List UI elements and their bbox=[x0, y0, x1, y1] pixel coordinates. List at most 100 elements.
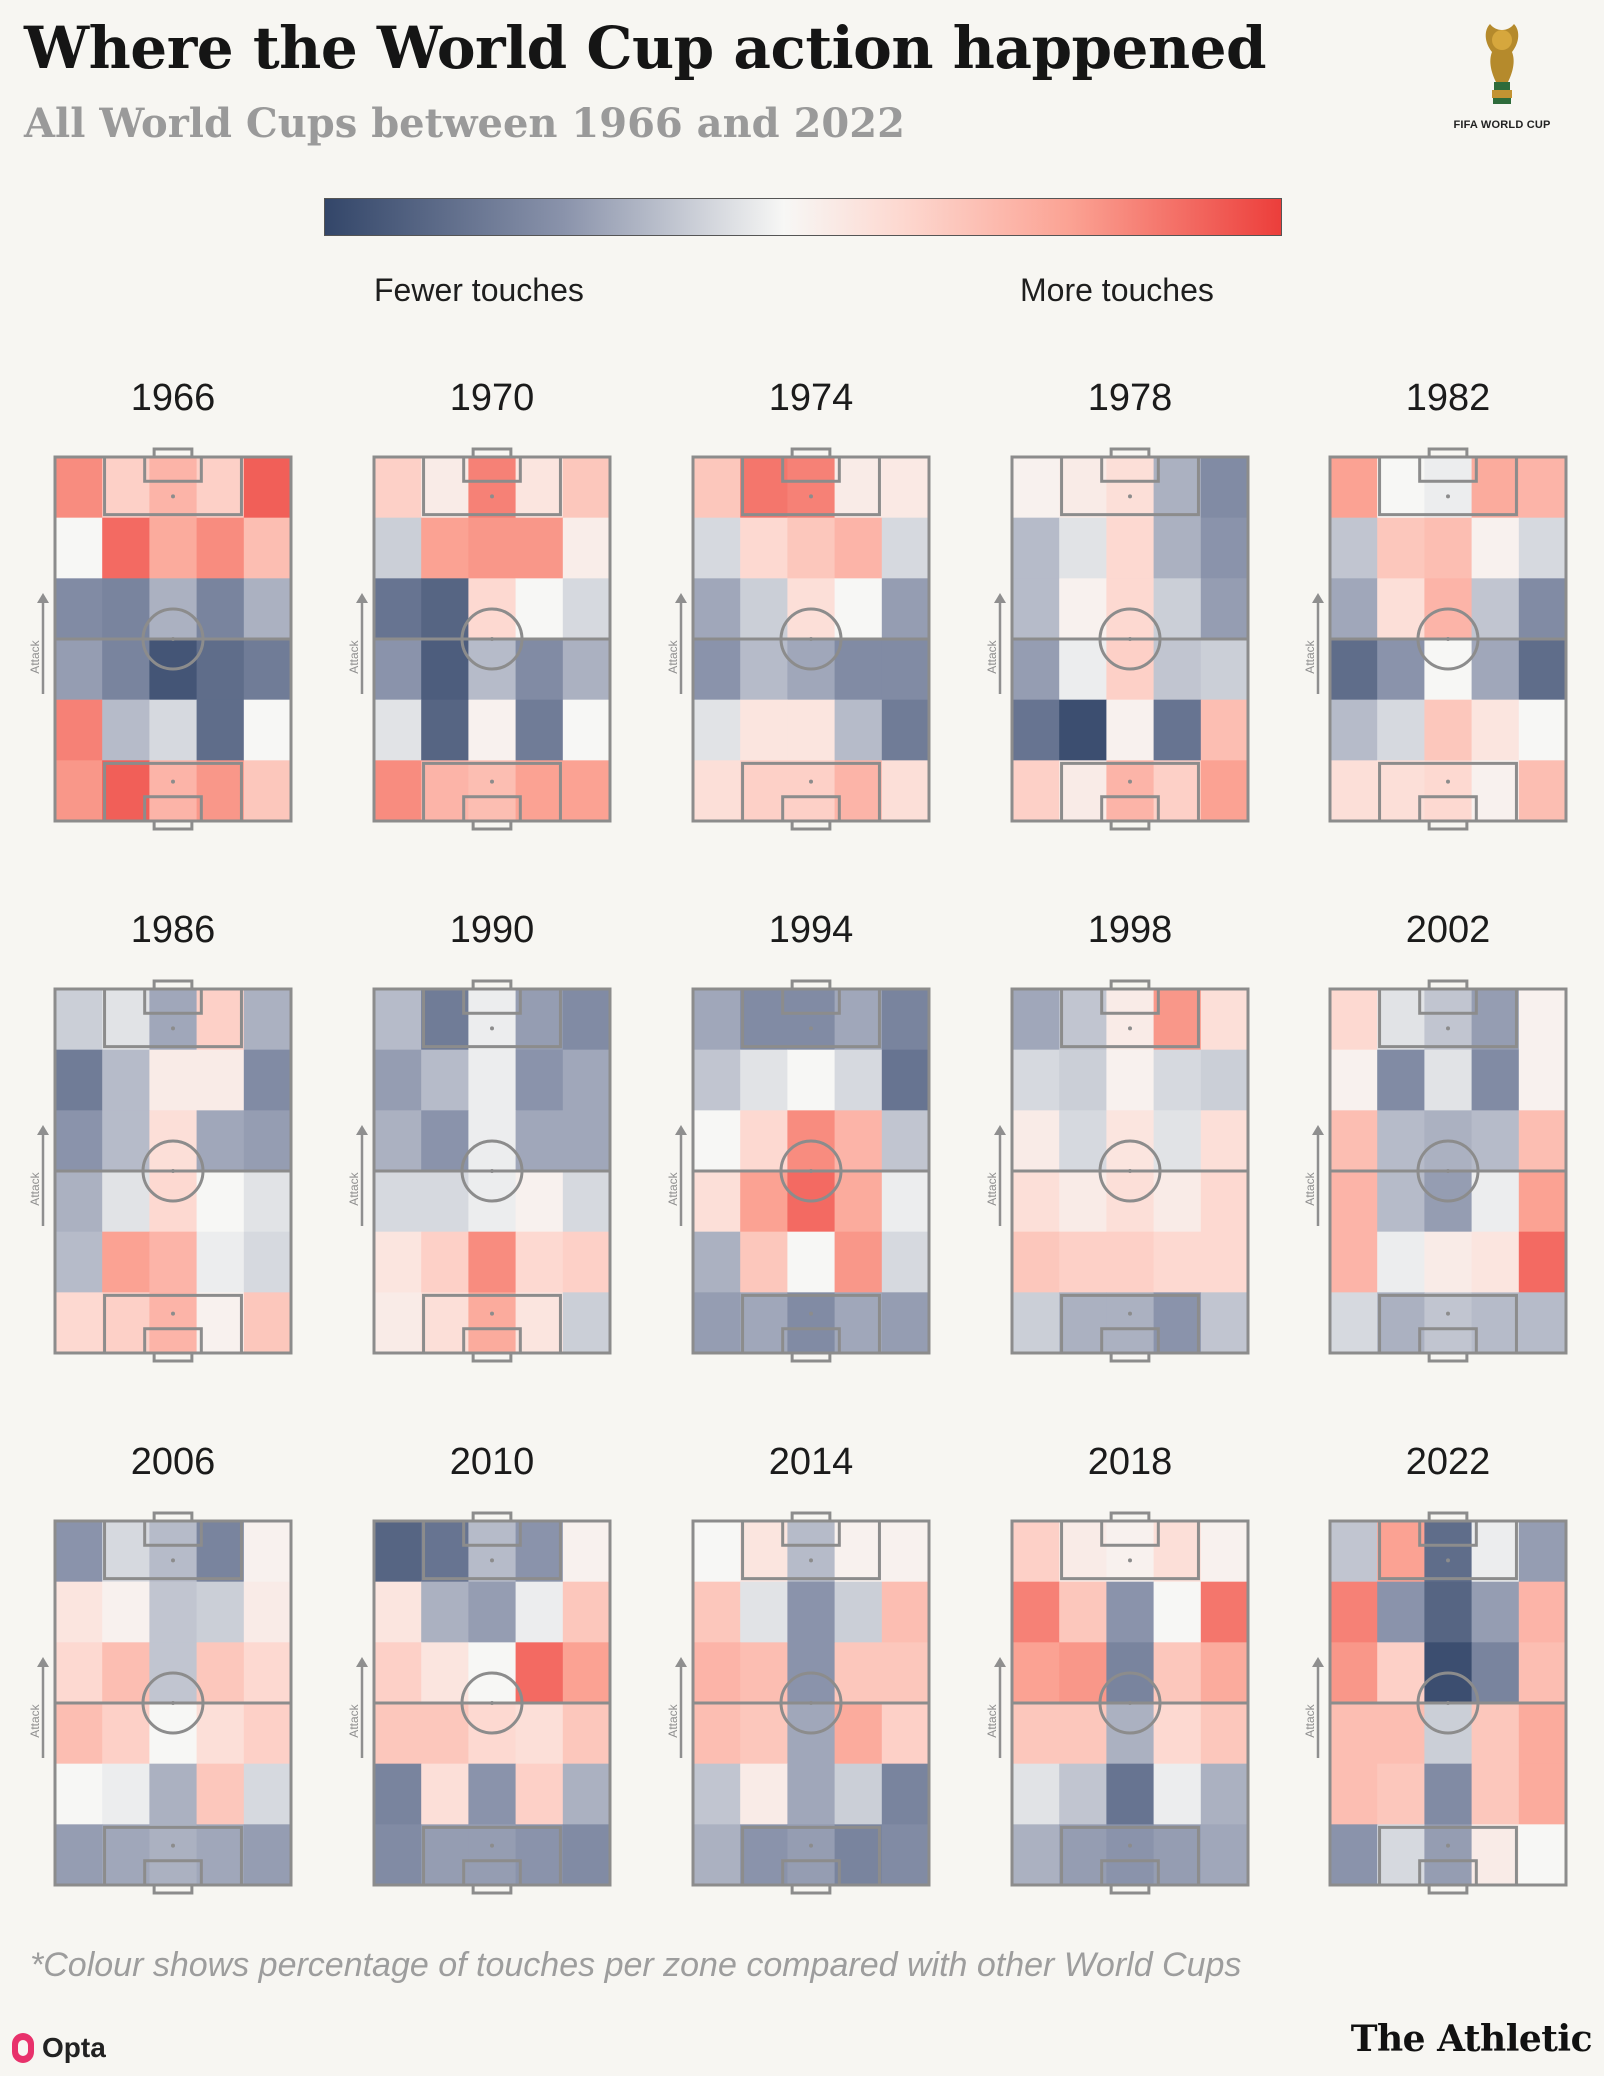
zone-1974-r1-c3 bbox=[787, 457, 836, 519]
zone-1994-r1-c2 bbox=[740, 989, 788, 1051]
zone-1986-r2-c5 bbox=[243, 1049, 292, 1111]
zone-1966-r6-c4 bbox=[196, 760, 245, 822]
zone-1994-r3-c4 bbox=[834, 1110, 883, 1172]
zone-2018-r4-c1 bbox=[1012, 1703, 1060, 1765]
zone-2002-r1-c1 bbox=[1330, 989, 1378, 1051]
legend-low-label: Fewer touches bbox=[374, 272, 584, 308]
zone-2014-r4-c4 bbox=[834, 1703, 883, 1765]
zone-1994-r6-c2 bbox=[740, 1292, 788, 1354]
goal-bottom bbox=[1427, 1883, 1469, 1895]
zone-2018-r5-c1 bbox=[1012, 1763, 1060, 1825]
zone-1970-r3-c5 bbox=[562, 578, 611, 640]
zone-2022-r1-c2 bbox=[1377, 1521, 1425, 1583]
zone-2002-r2-c5 bbox=[1518, 1049, 1567, 1111]
zone-1982-r1-c5 bbox=[1518, 457, 1567, 519]
opta-icon bbox=[12, 2033, 34, 2063]
zone-2022-r2-c1 bbox=[1330, 1581, 1378, 1643]
zone-1978-r3-c1 bbox=[1012, 578, 1060, 640]
zone-2022-r4-c1 bbox=[1330, 1703, 1378, 1765]
zone-1986-r3-c2 bbox=[102, 1110, 150, 1172]
zone-2018-r3-c2 bbox=[1059, 1642, 1107, 1704]
zone-1986-r3-c4 bbox=[196, 1110, 245, 1172]
zone-1998-r3-c2 bbox=[1059, 1110, 1107, 1172]
zone-1998-r5-c5 bbox=[1200, 1231, 1249, 1293]
zone-1974-r4-c5 bbox=[881, 639, 930, 701]
zone-2002-r5-c4 bbox=[1471, 1231, 1520, 1293]
zone-1982-r2-c2 bbox=[1377, 517, 1425, 579]
zone-2022-r3-c5 bbox=[1518, 1642, 1567, 1704]
zone-1998-r3-c5 bbox=[1200, 1110, 1249, 1172]
centre-circle bbox=[779, 1671, 843, 1735]
zone-2018-r6-c2 bbox=[1059, 1824, 1107, 1886]
zone-1986-r6-c4 bbox=[196, 1292, 245, 1354]
zone-1990-r1-c1 bbox=[374, 989, 422, 1051]
zone-1978-r1-c5 bbox=[1200, 457, 1249, 519]
zone-1982-r6-c3 bbox=[1424, 760, 1473, 822]
zone-1998-r6-c4 bbox=[1153, 1292, 1202, 1354]
zone-1974-r6-c2 bbox=[740, 760, 788, 822]
zone-1978-r1-c1 bbox=[1012, 457, 1060, 519]
zone-2002-r6-c4 bbox=[1471, 1292, 1520, 1354]
centre-spot bbox=[490, 1169, 494, 1173]
zone-1994-r5-c5 bbox=[881, 1231, 930, 1293]
attack-label: Attack bbox=[347, 1171, 361, 1205]
zone-1998-r4-c2 bbox=[1059, 1171, 1107, 1233]
zone-1994-r2-c3 bbox=[787, 1049, 836, 1111]
zone-2002-r5-c2 bbox=[1377, 1231, 1425, 1293]
centre-circle bbox=[1416, 1671, 1480, 1735]
zone-1982-r6-c4 bbox=[1471, 760, 1520, 822]
zone-1974-r2-c5 bbox=[881, 517, 930, 579]
zone-2006-r6-c3 bbox=[149, 1824, 198, 1886]
zone-2006-r4-c1 bbox=[55, 1703, 103, 1765]
zone-2010-r3-c1 bbox=[374, 1642, 422, 1704]
zone-2006-r2-c5 bbox=[243, 1581, 292, 1643]
zone-1970-r4-c4 bbox=[515, 639, 564, 701]
zone-1994-r1-c3 bbox=[787, 989, 836, 1051]
zone-1994-r1-c1 bbox=[693, 989, 741, 1051]
zone-1982-r1-c3 bbox=[1424, 457, 1473, 519]
zone-1966-r2-c3 bbox=[149, 517, 198, 579]
zone-2018-r4-c5 bbox=[1200, 1703, 1249, 1765]
zone-1974-r6-c5 bbox=[881, 760, 930, 822]
zone-1998-r2-c3 bbox=[1106, 1049, 1155, 1111]
zone-2002-r3-c5 bbox=[1518, 1110, 1567, 1172]
attack-label: Attack bbox=[1303, 1171, 1317, 1205]
zone-2006-r5-c3 bbox=[149, 1763, 198, 1825]
goal-bottom bbox=[152, 819, 194, 831]
zone-1978-r5-c3 bbox=[1106, 699, 1155, 761]
penalty-spot-bottom bbox=[1446, 1843, 1450, 1848]
zone-2010-r5-c2 bbox=[421, 1763, 469, 1825]
zone-1990-r5-c1 bbox=[374, 1231, 422, 1293]
centre-spot bbox=[809, 1701, 813, 1705]
zone-1966-r5-c5 bbox=[243, 699, 292, 761]
footnote: *Colour shows percentage of touches per … bbox=[30, 1946, 1242, 1984]
zone-2018-r3-c5 bbox=[1200, 1642, 1249, 1704]
zone-1970-r2-c3 bbox=[468, 517, 517, 579]
zone-1998-r2-c5 bbox=[1200, 1049, 1249, 1111]
attack-label: Attack bbox=[1303, 639, 1317, 673]
zone-1978-r4-c5 bbox=[1200, 639, 1249, 701]
zone-1982-r3-c2 bbox=[1377, 578, 1425, 640]
attack-label: Attack bbox=[985, 1703, 999, 1737]
zone-2002-r1-c2 bbox=[1377, 989, 1425, 1051]
zone-1990-r6-c3 bbox=[468, 1292, 517, 1354]
zone-1978-r4-c1 bbox=[1012, 639, 1060, 701]
zone-2018-r3-c1 bbox=[1012, 1642, 1060, 1704]
zone-1970-r1-c4 bbox=[515, 457, 564, 519]
zone-1974-r5-c2 bbox=[740, 699, 788, 761]
zone-1978-r1-c2 bbox=[1059, 457, 1107, 519]
zone-1978-r1-c4 bbox=[1153, 457, 1202, 519]
zone-1982-r6-c2 bbox=[1377, 760, 1425, 822]
zone-1974-r4-c2 bbox=[740, 639, 788, 701]
zone-1986-r4-c2 bbox=[102, 1171, 150, 1233]
penalty-spot-bottom bbox=[1128, 779, 1132, 784]
zone-2010-r6-c3 bbox=[468, 1824, 517, 1886]
zone-2018-r6-c3 bbox=[1106, 1824, 1155, 1886]
zone-1998-r6-c1 bbox=[1012, 1292, 1060, 1354]
attack-label: Attack bbox=[28, 639, 42, 673]
zone-2014-r2-c5 bbox=[881, 1581, 930, 1643]
zone-1974-r4-c1 bbox=[693, 639, 741, 701]
zone-2022-r3-c2 bbox=[1377, 1642, 1425, 1704]
zone-1974-r4-c4 bbox=[834, 639, 883, 701]
zone-2018-r2-c2 bbox=[1059, 1581, 1107, 1643]
